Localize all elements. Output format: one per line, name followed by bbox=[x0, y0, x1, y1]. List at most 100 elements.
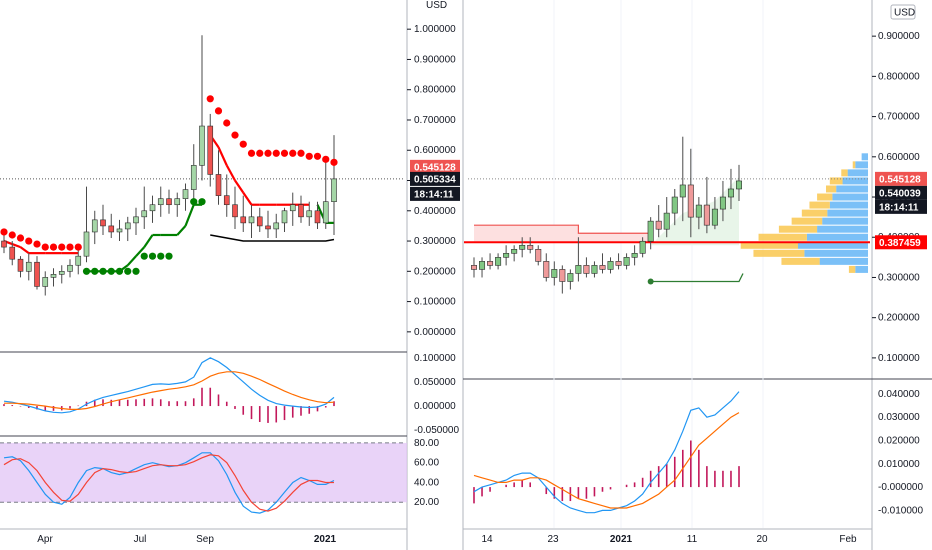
left-stoch-k-line bbox=[3, 452, 335, 514]
left-sar-dot-green bbox=[99, 267, 107, 275]
left-sar-dot-green bbox=[140, 252, 148, 260]
left-candle-body bbox=[9, 246, 16, 260]
right-currency-box-bg bbox=[890, 4, 916, 20]
right-volume-profile-up bbox=[817, 193, 833, 201]
left-sar-dot-red bbox=[280, 149, 289, 157]
right-volume-profile-down bbox=[836, 185, 868, 193]
left-sar-dot-red bbox=[322, 155, 330, 163]
left-sar-dot-green bbox=[115, 267, 124, 275]
right-support-zone bbox=[650, 176, 739, 246]
left-price-tick-label: 0.800000 bbox=[414, 85, 456, 96]
left-support-line bbox=[210, 234, 335, 242]
left-time-tick-label: Sep bbox=[196, 534, 214, 545]
left-candle-body bbox=[67, 264, 73, 272]
right-volume-profile-up bbox=[809, 201, 830, 209]
right-candle-body bbox=[735, 180, 742, 190]
right-macd-signal-line bbox=[473, 412, 740, 509]
left-candle-body bbox=[157, 198, 164, 206]
right-macd-tick-label: 0.040000 bbox=[878, 389, 920, 400]
left-stoch-d-line bbox=[3, 454, 334, 512]
right-countdown-tag: 18:14:11 bbox=[875, 199, 927, 214]
right-candle-body bbox=[711, 208, 718, 226]
right-upper-price-tag-bg bbox=[875, 171, 927, 186]
left-price-tick-label: 0.100000 bbox=[414, 297, 456, 308]
left-sar-dot-red bbox=[239, 140, 247, 148]
left-sar-dot-red bbox=[247, 149, 256, 157]
left-sar-dot-green bbox=[198, 198, 206, 206]
left-candle-body bbox=[248, 216, 255, 224]
right-upper-price-tag: 0.545128 bbox=[875, 171, 927, 186]
left-candle-body bbox=[17, 258, 24, 272]
left-macd-signal-line bbox=[4, 371, 335, 410]
left-countdown-tag-bg bbox=[410, 186, 460, 201]
right-candle-body bbox=[719, 196, 726, 210]
right-candle-body bbox=[543, 261, 550, 278]
right-volume-profile-down bbox=[804, 249, 868, 257]
left-currency-label: USD bbox=[426, 0, 447, 11]
left-sar-dot-red bbox=[8, 231, 16, 239]
left-supertrend-segment bbox=[184, 204, 195, 227]
right-volume-profile-down bbox=[861, 153, 868, 161]
left-sar-dot-red bbox=[41, 243, 49, 251]
left-sar-dot-green bbox=[107, 267, 115, 275]
left-sar-dot-green bbox=[148, 252, 157, 260]
left-price-tick-label: 0.400000 bbox=[414, 206, 456, 217]
left-last-price-tag-text: 0.505334 bbox=[414, 174, 456, 185]
right-volume-profile-down bbox=[798, 241, 868, 249]
right-resistance-zone bbox=[474, 225, 651, 242]
left-candle-body bbox=[232, 204, 238, 218]
right-candle-body bbox=[727, 188, 734, 198]
left-supertrend-segment bbox=[11, 243, 21, 249]
left-stoch-tick-label: 80.00 bbox=[414, 438, 439, 449]
right-currency-box: USD bbox=[890, 4, 916, 20]
left-sar-dot-red bbox=[33, 240, 41, 248]
left-stoch-tick-label: 60.00 bbox=[414, 458, 439, 469]
left-candle-body bbox=[182, 189, 189, 199]
right-candle-body bbox=[479, 261, 486, 270]
right-last-price-tag-bg bbox=[875, 185, 927, 200]
right-volume-profile-up bbox=[829, 177, 843, 185]
left-sar-dot-red bbox=[74, 243, 82, 251]
right-candle-body bbox=[567, 273, 574, 282]
left-sar-price-tag-bg bbox=[410, 159, 460, 174]
right-candle-body bbox=[535, 249, 542, 262]
left-candle-body bbox=[141, 210, 148, 218]
left-candle-body bbox=[281, 210, 288, 224]
left-time-tick-label: Jul bbox=[134, 534, 147, 545]
left-last-price-tag: 0.505334 bbox=[410, 171, 460, 186]
left-sar-dot-red bbox=[16, 234, 25, 242]
left-macd-tick-label: 0.050000 bbox=[414, 377, 456, 388]
right-support-line bbox=[650, 273, 744, 283]
left-candle-body bbox=[240, 216, 247, 224]
left-sar-dot-green bbox=[124, 267, 132, 275]
left-candle-body bbox=[273, 222, 280, 230]
right-candle-body bbox=[559, 269, 566, 282]
right-poc-price-tag-bg bbox=[875, 235, 927, 250]
left-sar-dot-red bbox=[25, 237, 33, 245]
right-candle-body bbox=[631, 253, 638, 258]
right-macd-line bbox=[473, 391, 740, 514]
left-sar-dot-red bbox=[0, 228, 8, 236]
right-candle-body bbox=[703, 204, 710, 226]
left-candle-body bbox=[50, 274, 57, 278]
right-volume-profile-down bbox=[832, 193, 868, 201]
right-candle-body bbox=[487, 261, 494, 266]
right-volume-profile-up bbox=[778, 225, 818, 233]
left-sar-dot-green bbox=[190, 198, 198, 206]
left-candle-body bbox=[166, 198, 172, 206]
left-candle-body bbox=[199, 125, 205, 166]
right-volume-profile-up bbox=[848, 265, 856, 273]
left-sar-dot-green bbox=[165, 252, 173, 260]
right-candle-body bbox=[575, 265, 582, 274]
right-price-tick-label: 0.300000 bbox=[878, 272, 920, 283]
left-price-tick-label: 0.700000 bbox=[414, 115, 456, 126]
left-candle-body bbox=[223, 195, 230, 206]
right-candle-body bbox=[470, 265, 477, 270]
left-supertrend-segment bbox=[143, 234, 154, 248]
right-countdown-tag-bg bbox=[875, 199, 927, 214]
left-candle-body bbox=[42, 277, 49, 287]
right-support-dot bbox=[647, 278, 654, 285]
right-price-tick-label: 0.700000 bbox=[878, 112, 920, 123]
left-candle-body bbox=[124, 222, 131, 230]
left-countdown-tag: 18:14:11 bbox=[410, 186, 460, 201]
